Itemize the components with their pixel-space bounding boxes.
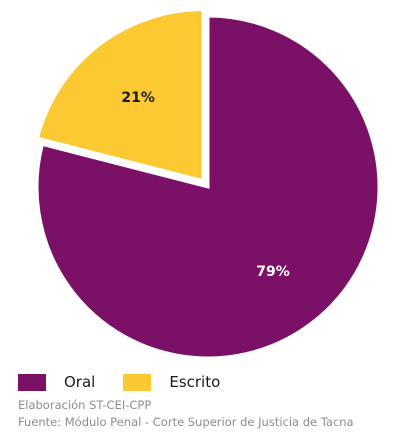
pie-slice-escrito [35,8,205,183]
legend-swatch-oral [18,373,46,391]
source-reference: Fuente: Módulo Penal - Corte Superior de… [18,415,354,429]
legend-swatch-escrito [123,373,152,391]
pie-label-oral: 79% [256,264,290,280]
pie-chart: 79% 21% [35,8,381,360]
legend: Oral Escrito [18,372,248,392]
pie-slice-oral [35,14,381,360]
pie-label-escrito: 21% [121,90,155,106]
legend-label-oral: Oral [64,373,96,391]
source-credit: Elaboración ST-CEI-CPP [18,398,152,412]
legend-label-escrito: Escrito [169,373,221,391]
legend-item-oral: Oral [18,373,95,391]
legend-item-escrito: Escrito [123,373,220,391]
